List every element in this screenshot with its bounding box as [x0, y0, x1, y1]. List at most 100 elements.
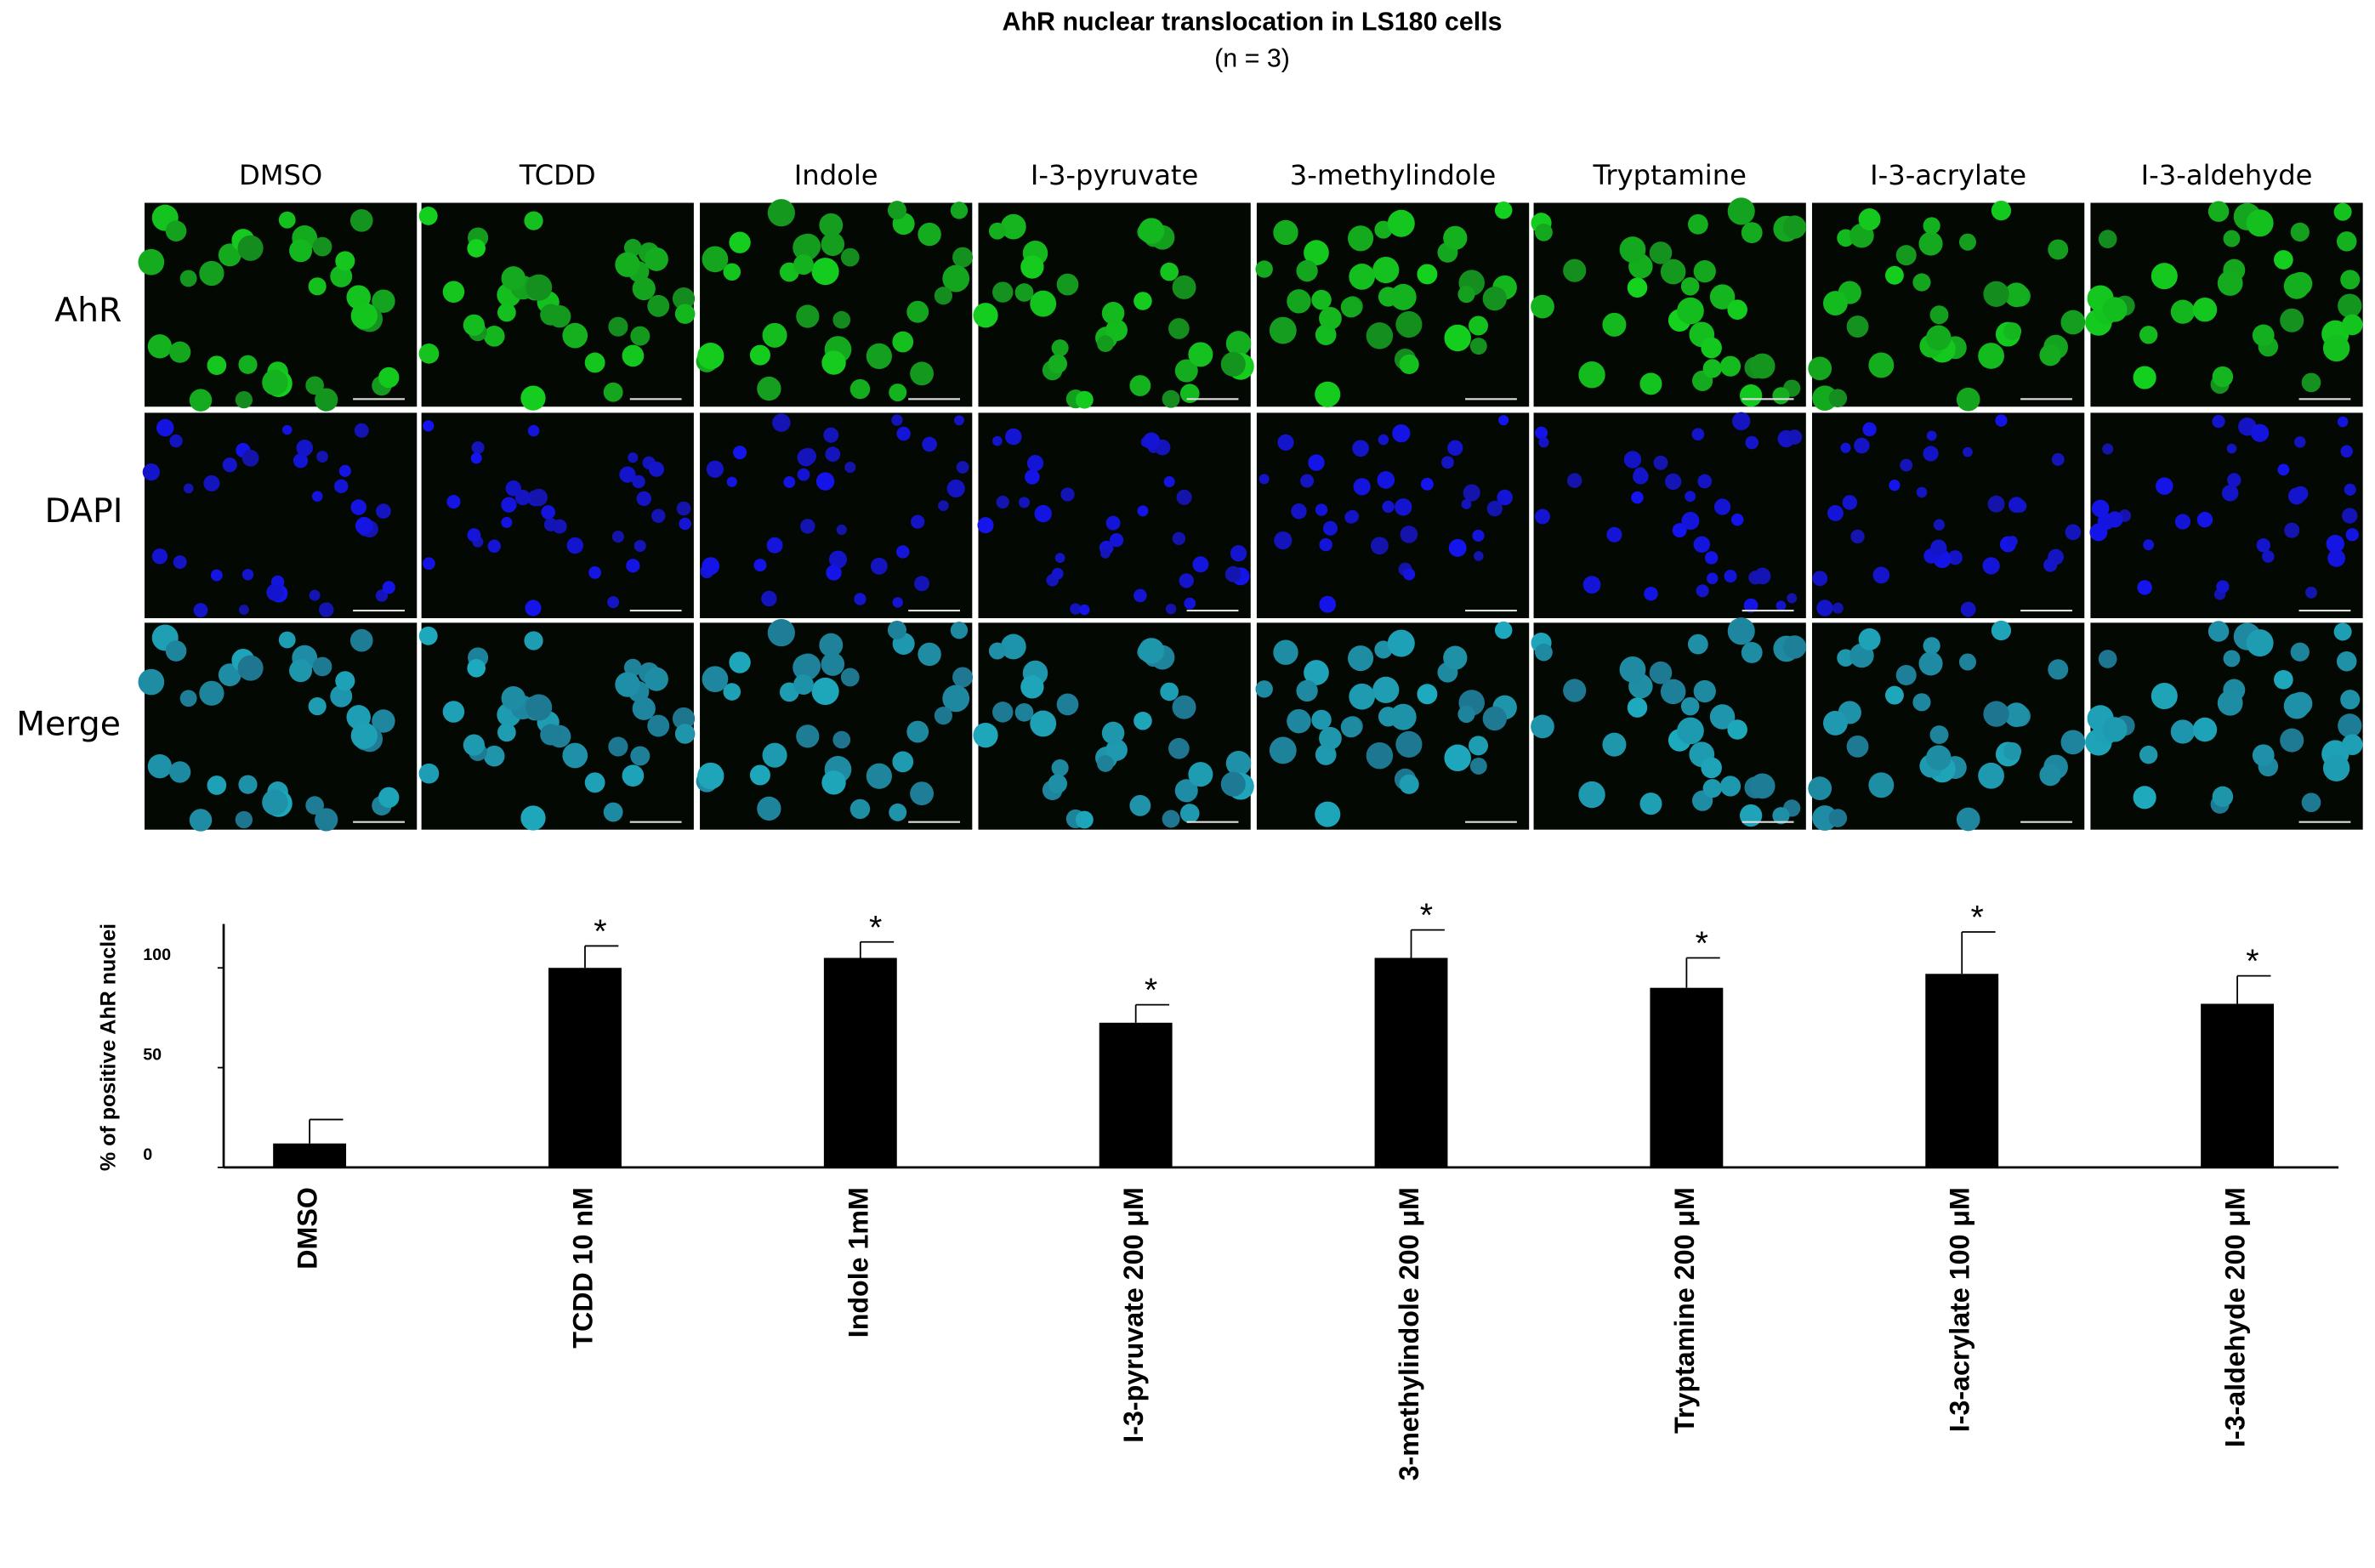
cell [541, 505, 556, 520]
cell [2341, 314, 2363, 336]
cell [1172, 695, 1196, 719]
cell [2252, 744, 2275, 767]
cell [334, 479, 349, 494]
cell [1319, 595, 1337, 613]
cell [2341, 734, 2363, 756]
cell [1749, 353, 1776, 379]
cell [1387, 629, 1415, 657]
cell [1808, 776, 1832, 801]
cell [540, 304, 562, 326]
cell [1054, 553, 1065, 563]
cell [193, 603, 208, 618]
cell [2048, 659, 2069, 680]
cell [840, 247, 860, 267]
cell [1441, 456, 1454, 469]
cell [584, 772, 605, 793]
cell [520, 385, 546, 411]
cell [1482, 706, 1507, 731]
cell [1732, 412, 1751, 431]
cell [1162, 389, 1180, 408]
cell [1649, 661, 1673, 685]
cell [2340, 445, 2353, 458]
cell [2223, 650, 2241, 668]
cell [2246, 629, 2274, 657]
cell [1277, 434, 1294, 451]
y-tick-label: 100 [143, 946, 171, 964]
cell [238, 605, 249, 616]
cell [973, 303, 998, 328]
cell [988, 222, 1006, 240]
cell [611, 531, 625, 543]
significance-marker: * [1420, 897, 1433, 935]
cell [1858, 208, 1881, 230]
cell [1184, 597, 1196, 610]
cell [562, 322, 588, 349]
cell [483, 326, 505, 347]
cell [312, 656, 332, 677]
cell [183, 483, 194, 494]
cell [1134, 292, 1152, 310]
cell [1051, 339, 1069, 357]
cell [1034, 504, 1052, 523]
significance-marker: * [869, 909, 882, 946]
cell [289, 659, 313, 683]
cell [832, 310, 851, 329]
micrograph [142, 412, 418, 618]
cell [309, 589, 321, 601]
cell [423, 557, 435, 571]
cell [2212, 786, 2234, 808]
cell [1623, 451, 1642, 469]
cell [849, 378, 871, 400]
cell [319, 602, 334, 617]
cell [1709, 704, 1736, 730]
cell [2003, 282, 2029, 308]
cell [1220, 771, 1246, 797]
cell [1498, 415, 1509, 426]
cell [2207, 621, 2230, 642]
cell [1709, 284, 1736, 310]
cell [1444, 744, 1471, 772]
cell [1923, 637, 1940, 655]
cell [757, 376, 781, 401]
cell [338, 464, 351, 477]
cell [896, 426, 911, 441]
micrograph [973, 622, 1254, 830]
cell [350, 499, 366, 515]
cell [1315, 503, 1328, 516]
cell [821, 770, 846, 795]
cell [335, 671, 355, 691]
cell [1531, 714, 1554, 739]
cell [2098, 650, 2117, 668]
cell [825, 446, 841, 463]
cell [1889, 480, 1901, 491]
cell [378, 366, 400, 389]
cell [603, 802, 623, 822]
cell [2196, 511, 2213, 528]
row-label: Merge [16, 705, 121, 744]
cell [1693, 679, 1716, 703]
cell [1395, 310, 1423, 338]
cell [2170, 719, 2196, 744]
cell [821, 350, 846, 375]
cell [793, 234, 820, 261]
figure-title: AhR nuclear translocation in LS180 cells [1003, 7, 1503, 36]
cell [505, 480, 521, 497]
cell [1366, 322, 1394, 349]
cell [844, 461, 856, 474]
cell [819, 213, 844, 237]
cell [1224, 565, 1241, 582]
cell [1895, 245, 1917, 266]
cell [1174, 359, 1198, 383]
cell [235, 810, 253, 829]
cell [354, 423, 369, 438]
cell [2252, 324, 2275, 347]
micrograph [1531, 617, 1807, 830]
cell [1000, 633, 1026, 660]
cell [723, 263, 741, 281]
cell [1706, 572, 1719, 584]
cell [1287, 289, 1311, 314]
y-tick-label: 50 [143, 1045, 162, 1064]
cell [619, 466, 636, 483]
cell [1535, 508, 1550, 525]
cell [1174, 779, 1198, 803]
